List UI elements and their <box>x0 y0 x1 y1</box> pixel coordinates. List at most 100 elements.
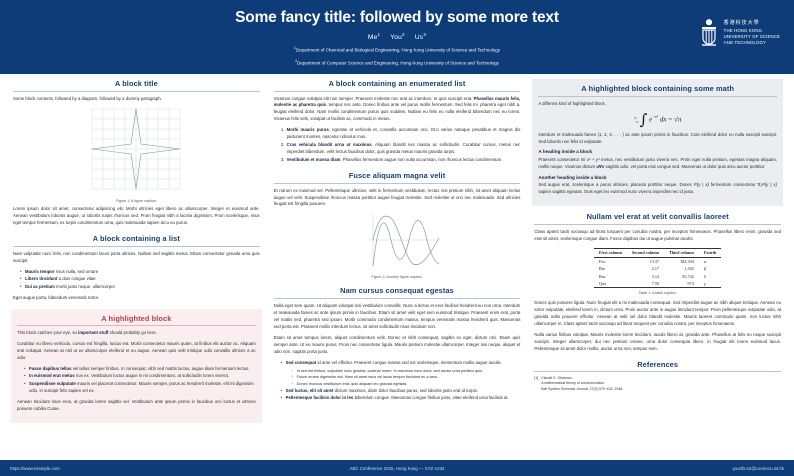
author-3: Us3 <box>414 32 427 42</box>
sub-heading-2: Another heading inside a block <box>538 174 607 180</box>
poster-body: A block title Some block contents, follo… <box>0 74 794 460</box>
sub-list-item: In sed est finibus, vulputate nunc gravi… <box>292 368 521 374</box>
inline-math-4: ∇ₓP(y | x) <box>757 182 777 188</box>
equals-sign: = <box>668 115 673 124</box>
references-title: References <box>534 360 782 373</box>
figure-2-caption: Figure 2: Another figure caption. <box>371 275 423 280</box>
table-cell: δ <box>703 273 706 279</box>
sub-heading-2-paragraph: Sed augue erat, scelerisque a purus ultr… <box>538 182 777 195</box>
block-highlighted-math: A highlighted block containing some math… <box>532 79 784 207</box>
block-paragraph: Class aptent taciti sociosqu ad litora t… <box>534 228 782 241</box>
block-a-block-containing-a-list: A block containing a list Nam vulputate … <box>13 234 260 301</box>
footer-email[interactable]: yourihcs2@connect.ust.hk <box>732 465 784 471</box>
sub-heading-1: A heading inside a block <box>538 149 593 155</box>
list-item: Sed luctus, elit sit amet dictum maximus… <box>281 388 521 395</box>
inline-math-1: x² + y² <box>586 156 600 162</box>
numbered-list: Morbi mauris purus, egestas at vehicula … <box>274 127 521 164</box>
reference-title-line: A mathematical theory of communication. <box>541 381 606 386</box>
poster-footer: https://www.example.com ABC Conference 2… <box>0 460 794 476</box>
block-title: Nullam vel erat at velit convallis laore… <box>534 212 782 225</box>
equation-gaussian-integral: ∞ −∞ ∫ e−x² dx = √π <box>538 112 777 127</box>
table-caption: Table 1: A table caption. <box>638 290 677 295</box>
table-cell: 974 <box>664 279 699 289</box>
integral-upper-limit: ∞ <box>634 116 637 121</box>
table-row: Bar 2.17 1,392 β <box>594 265 721 272</box>
table-header-cell: Fourth <box>703 250 717 256</box>
column-right: A highlighted block containing some math… <box>527 79 788 460</box>
university-logo: 香港科技大學 THE HONG KONG UNIVERSITY OF SCIEN… <box>699 18 780 48</box>
author-3-sup: 3 <box>423 32 427 38</box>
block-paragraph: Vivamus congue volutpat elit non semper.… <box>273 95 521 122</box>
block-title: A block containing a list <box>13 234 260 247</box>
integral-limits: ∞ −∞ <box>634 116 639 125</box>
block-paragraph: Interdum et malesuada fames (1, 2, 3, . … <box>538 131 778 144</box>
column-middle: A block containing an enumerated list Vi… <box>267 79 528 460</box>
table-cell: 7.59 <box>626 279 665 289</box>
list-item: Dui ac pretium morbi justo neque, ullamc… <box>20 284 260 291</box>
table-cell: 2.17 <box>651 266 660 272</box>
block-title: A block title <box>13 79 260 92</box>
reference-number: [1] <box>534 376 539 381</box>
table-body: Foo 13.37 384.394 α Bar 2.17 1,392 β <box>593 257 722 289</box>
block-intro-text: Nam vulputate nunc felis, non condimentu… <box>13 250 260 263</box>
table-cell: 1,392 <box>684 266 694 272</box>
bullet-list: Mauris tempor risus nulla, sed ornare Li… <box>13 269 260 291</box>
author-list: Me1 You2 Us3 <box>97 32 697 41</box>
inline-math-3: P(y | x) <box>693 182 709 188</box>
list-item: Suspendisse vulputate mauris vel placera… <box>24 381 256 395</box>
university-logo-text: 香港科技大學 THE HONG KONG UNIVERSITY OF SCIEN… <box>724 20 780 46</box>
integral-sign-icon: ∫ <box>639 110 648 129</box>
affiliation-1: 1Department of Chemical and Biological E… <box>294 46 500 53</box>
table-header-cell: Third column <box>669 250 694 256</box>
footer-url[interactable]: https://www.example.com <box>10 465 60 471</box>
block-enumerated-list: A block containing an enumerated list Vi… <box>273 79 521 164</box>
bullet-list: Fusce dapibus tellus vel tellus semper f… <box>17 366 256 395</box>
block-title: Nam cursus consequat egestas <box>273 286 521 299</box>
block-paragraph-2: Donec quis posuere ligula. Nunc feugiat … <box>534 299 782 326</box>
block-title: A highlighted block containing some math <box>538 84 778 97</box>
sub-heading-1-paragraph: Praesent consectetur mi x² + y² metus, n… <box>538 156 778 169</box>
highlight-lead-text: A different kind of highlighted block. <box>538 100 606 106</box>
figure-1-caption: Figure 1: A figure caption. <box>115 199 157 204</box>
table-row: Baz 3.14 83,742 δ <box>594 273 721 280</box>
data-table: First column Second column Third column … <box>593 248 722 289</box>
author-1-sup: 1 <box>377 32 381 38</box>
table-cell: Bar <box>598 266 606 272</box>
table-row: Qux 7.59 974 γ <box>593 279 722 289</box>
author-2-sup: 2 <box>402 32 405 38</box>
list-item: Libero tincidunt a duis congue vitae <box>20 276 260 283</box>
block-title: A highlighted block <box>17 314 256 327</box>
figure-1: Figure 1: A figure caption. <box>13 106 260 203</box>
table-cell: 384.394 <box>680 259 694 265</box>
table-cell: Qux <box>593 279 627 289</box>
list-item: In euismod erat metus non ex. Vestibulum… <box>24 373 256 380</box>
block-paragraph: Lorem ipsum dolor sit amet, consectetur … <box>13 206 260 226</box>
university-name-line-3: AND TECHNOLOGY <box>723 39 767 45</box>
sine-wave-diagram-icon <box>369 214 440 267</box>
table-cell: β <box>703 266 706 272</box>
affiliation-2: 2Department of Computer Science and Engi… <box>295 59 499 66</box>
sub-list-item: Donec rhoncus vestibulum erat, quis aliq… <box>292 381 521 387</box>
reference-source: Bell System Technical Journal, 27(3):379… <box>541 386 624 391</box>
author-2: You2 <box>390 32 405 42</box>
university-name-line-2: UNIVERSITY OF SCIENCE <box>723 33 780 39</box>
block-a-block-title: A block title Some block contents, follo… <box>13 79 260 227</box>
footer-content: https://www.example.com ABC Conference 2… <box>10 466 784 471</box>
table-cell: Foo <box>598 259 606 265</box>
block-references: References [1] Claude E. Shannon. A math… <box>534 360 782 392</box>
university-name-line-1: THE HONG KONG <box>723 27 763 33</box>
list-item: Morbi mauris purus, egestas at vehicula … <box>286 127 521 141</box>
integral-lower-limit: −∞ <box>634 119 639 124</box>
sub-bullet-list: In sed est finibus, vulputate nunc gravi… <box>286 368 521 387</box>
block-outro-text: Aenean tincidunt risus eros, at gravida … <box>17 398 256 411</box>
integrand-base: e <box>649 115 653 124</box>
bullet-list: Sed consequat id ante vel efficitur. Pra… <box>274 360 521 403</box>
list-item: Sed consequat id ante vel efficitur. Pra… <box>281 360 521 387</box>
list-item: Pellentesque facilisis dolor in leo bibe… <box>281 395 521 402</box>
block-intro-text: Some block contents, followed by a diagr… <box>13 95 162 101</box>
star-diagram-icon <box>92 109 181 190</box>
table-cell: α <box>703 259 707 265</box>
university-name-chinese: 香港科技大學 <box>723 19 760 26</box>
list-item: Mauris tempor risus nulla, sed ornare <box>20 269 260 276</box>
